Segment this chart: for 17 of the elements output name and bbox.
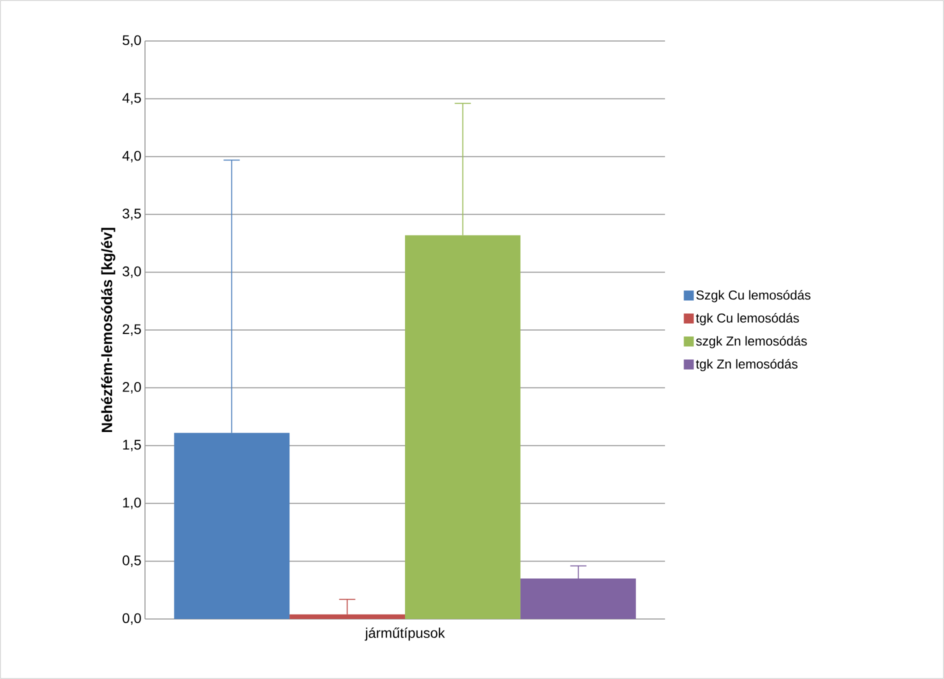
y-tick-label: 1,0 [123, 498, 141, 510]
y-tick-label: 3,5 [122, 208, 141, 220]
y-tick-label: 3,0 [122, 266, 141, 278]
y-tick-label: 0,0 [122, 613, 141, 625]
y-tick-label: 5,0 [122, 35, 141, 47]
x-tick-label: járműtípusok [364, 627, 445, 641]
y-tick-label: 2,0 [122, 382, 141, 394]
y-tick-label: 1,5 [123, 440, 141, 452]
legend-label: szgk Zn lemosódás [696, 336, 807, 348]
legend-label: tgk Zn lemosódás [696, 358, 798, 372]
y-tick-label: 4,0 [122, 150, 141, 162]
y-tick-label: 0,5 [122, 555, 141, 567]
y-axis-title: Nehézfém-lemosódás [kg/év] [101, 228, 116, 432]
legend-label: Szgk Cu lemosódás [696, 290, 810, 302]
legend-label: tgk Cu lemosódás [696, 312, 799, 326]
y-tick-label: 4,5 [122, 93, 141, 104]
y-tick-label: 2,5 [122, 324, 141, 336]
